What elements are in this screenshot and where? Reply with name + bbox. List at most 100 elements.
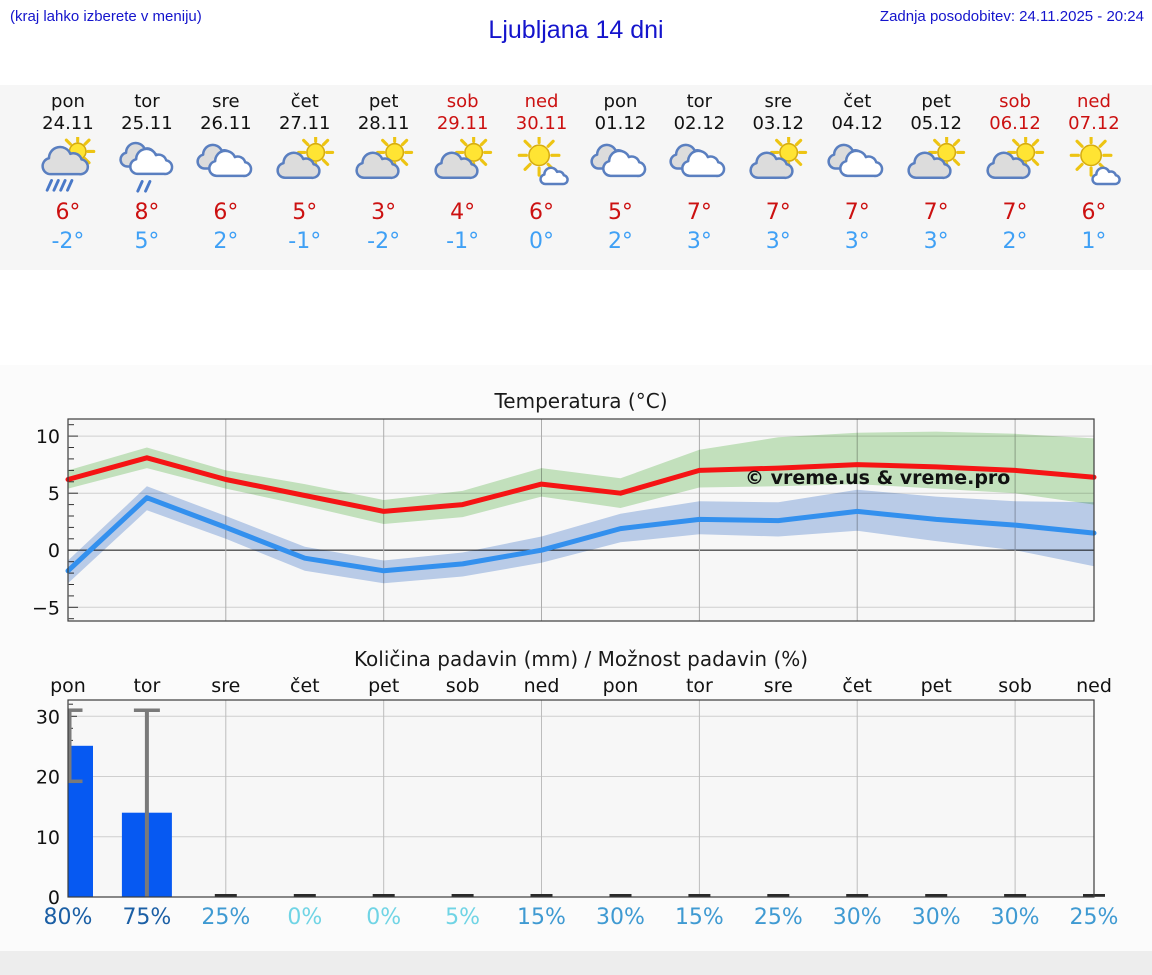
- day-date-label: 02.12: [673, 113, 726, 134]
- precip-probability-label: 30%: [596, 905, 645, 930]
- page-title: Ljubljana 14 dni: [488, 16, 664, 44]
- precip-zero-mark: [767, 894, 790, 897]
- precip-day-label: sob: [998, 675, 1032, 697]
- cloudy-icon: [669, 143, 726, 178]
- day-date-label: 07.12: [1068, 113, 1120, 134]
- precip-day-label: čet: [290, 675, 320, 697]
- cloudy-icon: [590, 143, 647, 178]
- day-date-label: 06.12: [989, 113, 1041, 134]
- day-date-label: 03.12: [752, 113, 804, 134]
- precip-zero-mark: [530, 894, 553, 897]
- high-temp-label: 6°: [1081, 200, 1107, 225]
- forecast-day-column[interactable]: sob 29.11 4° -1°: [423, 85, 502, 270]
- precip-probability-label: 30%: [911, 905, 961, 930]
- high-temp-label: 7°: [923, 200, 949, 225]
- forecast-day-column[interactable]: čet 04.12 7° 3°: [818, 85, 897, 270]
- day-date-label: 05.12: [910, 113, 962, 134]
- day-name-label: pon: [603, 91, 638, 112]
- high-temp-label: 5°: [607, 200, 633, 225]
- forecast-day-column[interactable]: tor 25.11 8° 5°: [108, 85, 187, 270]
- partly-sunny-icon: [907, 137, 966, 180]
- high-temp-label: 6°: [529, 200, 555, 225]
- precip-zero-mark: [609, 894, 632, 897]
- day-name-label: pet: [368, 91, 399, 112]
- precip-day-label: sob: [445, 675, 480, 697]
- temp-y-tick: 10: [36, 426, 60, 448]
- forecast-day-column[interactable]: tor 02.12 7° 3°: [660, 85, 739, 270]
- watermark-link[interactable]: © vreme.us & vreme.pro: [745, 467, 1010, 489]
- forecast-day-column[interactable]: čet 27.11 5° -1°: [265, 85, 344, 270]
- precip-zero-mark: [372, 894, 395, 897]
- precip-day-label: čet: [842, 675, 872, 697]
- forecast-day-column[interactable]: sob 06.12 7° 2°: [976, 85, 1055, 270]
- partly-sunny-icon: [276, 137, 334, 180]
- forecast-day-column[interactable]: pon 24.11 6° -2°: [29, 85, 108, 270]
- precip-zero-mark: [1004, 894, 1027, 897]
- high-temp-label: 5°: [292, 200, 318, 225]
- precip-day-label: ned: [523, 675, 560, 697]
- forecast-day-column[interactable]: pon 01.12 5° 2°: [581, 85, 660, 270]
- mostly-sunny-icon: [1069, 137, 1121, 186]
- precip-probability-label: 0%: [287, 905, 323, 930]
- day-date-label: 30.11: [515, 113, 568, 134]
- forecast-day-column[interactable]: pet 05.12 7° 3°: [897, 85, 976, 270]
- footer-bar: [0, 951, 1152, 975]
- forecast-day-column[interactable]: ned 30.11 6° 0°: [502, 85, 581, 270]
- temperature-chart-title: Temperatura (°C): [494, 389, 668, 413]
- temp-y-tick: 0: [48, 540, 60, 562]
- precip-day-label: pon: [602, 675, 639, 697]
- precip-y-tick: 10: [36, 827, 60, 849]
- precip-zero-mark: [451, 894, 474, 897]
- low-temp-label: -1°: [446, 229, 480, 254]
- low-temp-label: 2°: [1002, 229, 1028, 254]
- low-temp-label: 5°: [134, 229, 160, 254]
- partly-sunny-icon: [434, 137, 492, 180]
- low-temp-label: 1°: [1081, 229, 1107, 254]
- low-temp-label: 0°: [529, 229, 555, 254]
- precipitation-chart-title: Količina padavin (mm) / Možnost padavin …: [353, 647, 809, 671]
- high-temp-label: 4°: [450, 200, 476, 225]
- high-temp-label: 7°: [844, 200, 870, 225]
- low-temp-label: 2°: [213, 229, 239, 254]
- partly-sunny-icon: [986, 137, 1045, 180]
- mostly-sunny-icon: [517, 137, 569, 186]
- precip-day-label: pon: [50, 675, 86, 697]
- precip-day-label: sre: [763, 675, 793, 697]
- day-date-label: 28.11: [357, 113, 410, 134]
- precip-zero-mark: [846, 894, 869, 897]
- low-temp-label: 3°: [923, 229, 949, 254]
- precip-probability-label: 80%: [43, 905, 93, 930]
- day-date-label: 27.11: [278, 113, 331, 134]
- precipitation-chart: 0 10 20 30: [36, 699, 1105, 909]
- forecast-day-column[interactable]: ned 07.12 6° 1°: [1055, 85, 1134, 270]
- sun-cloud-rain-icon: [41, 137, 96, 192]
- temp-y-tick: −5: [32, 597, 60, 619]
- forecast-day-column[interactable]: pet 28.11 3° -2°: [344, 85, 423, 270]
- temp-y-tick: 5: [48, 483, 60, 505]
- precip-zero-mark: [925, 894, 948, 897]
- forecast-day-column[interactable]: sre 26.11 6° 2°: [186, 85, 265, 270]
- forecast-day-column[interactable]: sre 03.12 7° 3°: [739, 85, 818, 270]
- precip-bar: [68, 745, 93, 897]
- low-temp-label: 3°: [765, 229, 791, 254]
- day-date-label: 01.12: [594, 113, 647, 134]
- precip-probability-label: 30%: [832, 905, 882, 930]
- cloudy-icon: [827, 143, 884, 178]
- precip-day-label: tor: [685, 675, 713, 697]
- day-date-label: 25.11: [121, 113, 173, 134]
- low-temp-label: -2°: [51, 229, 85, 254]
- cloud-rain-icon: [119, 141, 174, 193]
- day-name-label: tor: [686, 91, 713, 112]
- day-date-label: 24.11: [42, 113, 94, 134]
- partly-sunny-icon: [355, 137, 413, 180]
- precip-zero-mark: [688, 894, 711, 897]
- high-temp-label: 7°: [686, 200, 712, 225]
- day-name-label: čet: [843, 91, 872, 112]
- precip-y-tick: 30: [36, 706, 60, 728]
- precip-zero-mark: [214, 894, 237, 897]
- precip-probability-label: 75%: [122, 905, 172, 930]
- partly-sunny-icon: [749, 137, 808, 180]
- low-temp-label: 3°: [686, 229, 712, 254]
- day-name-label: sob: [446, 91, 479, 112]
